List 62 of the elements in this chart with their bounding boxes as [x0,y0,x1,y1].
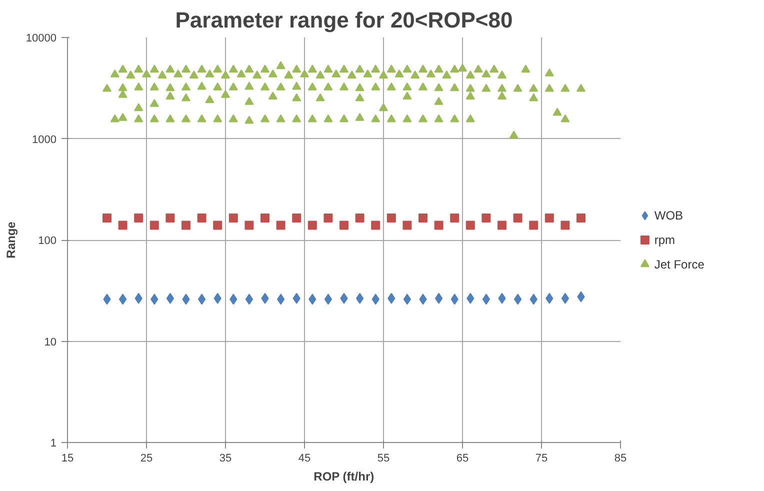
point [197,213,206,222]
point [356,292,364,304]
point [182,220,190,230]
point [482,294,490,305]
point [118,220,128,230]
x-tick-label: 35 [219,452,232,464]
point [544,213,554,222]
point [150,220,159,230]
point [102,213,112,222]
point [118,294,127,305]
point [260,213,270,222]
point [228,213,238,222]
legend-label: rpm [654,233,676,247]
x-tick-label: 15 [61,452,74,464]
chart-title: Parameter range for 20<ROP<80 [175,8,513,32]
point [134,213,144,222]
point [466,220,475,230]
point [498,220,506,230]
point [324,294,332,305]
point [418,213,428,222]
x-tick-label: 85 [614,452,627,464]
y-axis-title: Range [4,221,18,258]
point [324,213,333,222]
point [514,294,522,305]
point [276,294,285,305]
point [434,220,444,230]
x-tick-label: 45 [298,452,311,464]
y-tick-label: 10000 [26,32,57,44]
point [529,220,538,230]
point [276,220,286,230]
point [198,294,206,305]
x-tick-label: 75 [535,452,548,464]
point [434,292,443,304]
y-tick-label: 1 [50,438,57,450]
x-tick-label: 25 [140,452,153,464]
point [576,213,586,222]
point [245,294,254,305]
point [402,220,412,230]
point [371,220,380,230]
y-tick-label: 1000 [32,134,57,146]
y-tick-label: 10 [44,336,57,348]
point [386,213,396,222]
point [560,220,570,230]
point [482,213,491,222]
point [166,213,175,222]
point [244,220,254,230]
point [450,213,460,222]
point [340,220,348,230]
point [355,213,364,222]
x-tick-label: 65 [456,452,469,464]
point [308,220,317,230]
x-axis-title: ROP (ft/hr) [314,470,374,484]
point [213,220,222,230]
point [561,292,570,304]
point [292,213,302,222]
point [403,294,412,305]
y-tick-label: 100 [38,235,57,247]
point [513,213,522,222]
legend-label: Jet Force [654,257,705,272]
point [166,292,174,304]
x-tick-label: 55 [377,452,390,464]
legend-label: WOB [654,208,684,223]
